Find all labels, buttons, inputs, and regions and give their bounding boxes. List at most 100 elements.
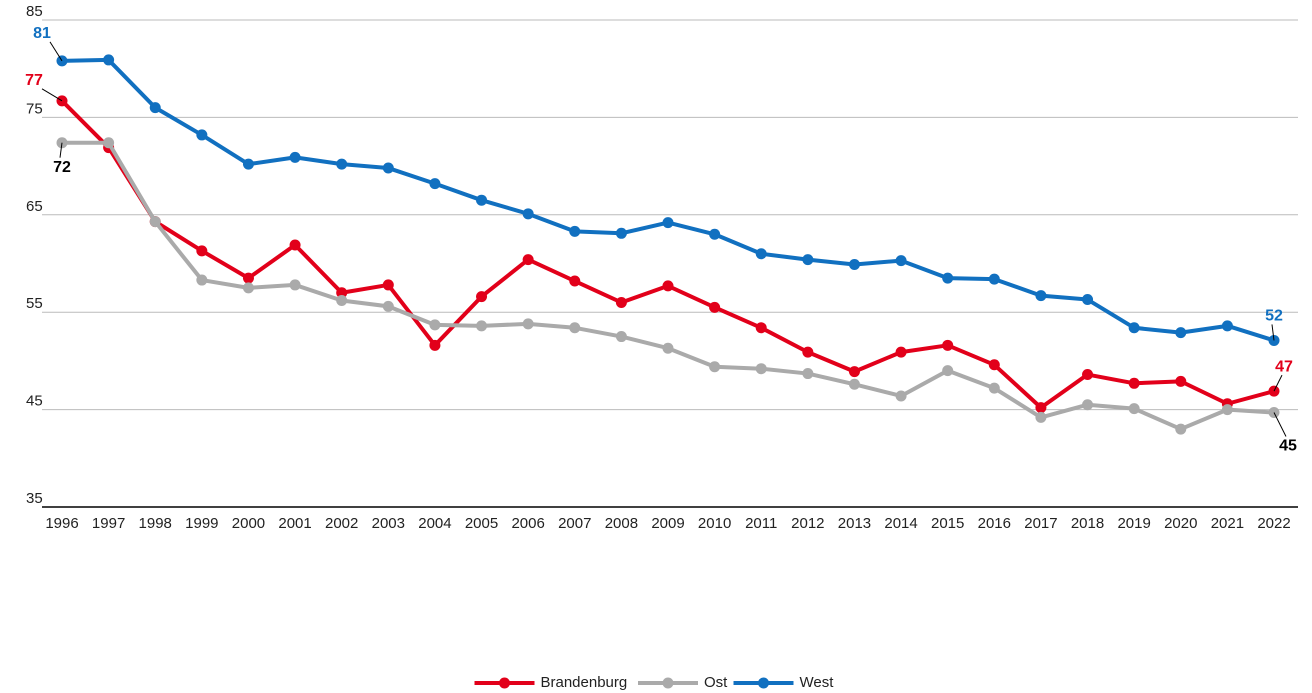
x-tick-label: 2000 xyxy=(232,515,265,532)
point xyxy=(289,151,301,163)
point xyxy=(662,342,674,354)
legend-label: Ost xyxy=(704,674,728,691)
y-tick-label: 65 xyxy=(26,198,43,215)
point xyxy=(1221,320,1233,332)
x-tick-label: 2010 xyxy=(698,515,731,532)
point xyxy=(336,295,348,307)
x-tick-label: 2013 xyxy=(838,515,871,532)
point xyxy=(988,359,1000,371)
point xyxy=(196,245,208,257)
point xyxy=(988,382,1000,394)
y-tick-label: 35 xyxy=(26,490,43,507)
x-tick-label: 2021 xyxy=(1211,515,1244,532)
x-tick-label: 2006 xyxy=(511,515,544,532)
point xyxy=(1082,369,1094,381)
x-tick-label: 2001 xyxy=(278,515,311,532)
point xyxy=(1082,294,1094,306)
point xyxy=(942,365,954,377)
x-tick-label: 2003 xyxy=(372,515,405,532)
x-tick-label: 2014 xyxy=(884,515,917,532)
x-tick-label: 2008 xyxy=(605,515,638,532)
point xyxy=(242,282,254,294)
leader-line xyxy=(59,142,63,158)
x-tick-label: 2019 xyxy=(1117,515,1150,532)
point xyxy=(1128,403,1140,415)
point xyxy=(1082,399,1094,411)
point xyxy=(569,275,581,287)
point xyxy=(802,346,814,358)
point xyxy=(988,273,1000,285)
point xyxy=(103,137,115,149)
point xyxy=(615,296,627,308)
point xyxy=(522,254,534,266)
legend-marker xyxy=(662,677,674,689)
point xyxy=(662,280,674,292)
point xyxy=(755,363,767,375)
legend-marker xyxy=(758,677,769,689)
point xyxy=(1175,327,1187,339)
point xyxy=(382,279,394,291)
point xyxy=(476,194,488,206)
x-tick-label: 2017 xyxy=(1024,515,1057,532)
x-tick-label: 2022 xyxy=(1257,515,1290,532)
x-tick-label: 2015 xyxy=(931,515,964,532)
point xyxy=(149,102,161,114)
point xyxy=(1128,377,1140,389)
point xyxy=(709,301,721,313)
value-label: 72 xyxy=(53,159,71,176)
point xyxy=(1175,423,1187,435)
value-label: 45 xyxy=(1279,438,1297,455)
value-label: 52 xyxy=(1265,308,1283,325)
x-tick-label: 2011 xyxy=(745,515,777,532)
point xyxy=(522,208,534,220)
value-label: 77 xyxy=(25,72,43,89)
x-tick-label: 2009 xyxy=(651,515,684,532)
legend: Brandenburg Ost West xyxy=(474,674,835,691)
point xyxy=(1035,290,1047,302)
legend-label: Brandenburg xyxy=(541,674,628,691)
point xyxy=(289,239,301,251)
point xyxy=(242,158,254,170)
point xyxy=(895,346,907,358)
leader-line xyxy=(49,41,63,62)
leader-line xyxy=(41,88,63,102)
value-label: 47 xyxy=(1275,358,1293,375)
point xyxy=(429,339,441,351)
point xyxy=(196,274,208,286)
point xyxy=(802,368,814,380)
y-tick-label: 55 xyxy=(26,295,43,312)
x-tick-label: 2005 xyxy=(465,515,498,532)
point xyxy=(848,378,860,390)
point xyxy=(242,272,254,284)
point xyxy=(1128,322,1140,334)
x-tick-label: 1999 xyxy=(185,515,218,532)
x-tick-label: 2012 xyxy=(791,515,824,532)
y-tick-label: 45 xyxy=(26,393,43,410)
series: 77 47 xyxy=(25,72,1293,414)
point xyxy=(895,390,907,402)
legend-marker xyxy=(499,677,510,689)
point xyxy=(476,291,488,303)
point xyxy=(382,162,394,174)
point xyxy=(942,339,954,351)
point xyxy=(522,318,534,330)
point xyxy=(429,319,441,331)
x-tick-label: 2002 xyxy=(325,515,358,532)
series: 81 52 xyxy=(33,25,1283,346)
point xyxy=(848,258,860,270)
point xyxy=(615,331,627,343)
point xyxy=(476,320,488,332)
point xyxy=(1035,411,1047,423)
point xyxy=(196,129,208,141)
point xyxy=(1035,402,1047,414)
point xyxy=(289,279,301,291)
point xyxy=(429,178,441,190)
point xyxy=(709,361,721,373)
point xyxy=(569,225,581,237)
x-tick-label: 1998 xyxy=(139,515,172,532)
line xyxy=(60,99,1275,410)
legend-label: West xyxy=(800,674,835,691)
x-tick-label: 1996 xyxy=(45,515,78,532)
x-tick-label: 2020 xyxy=(1164,515,1197,532)
